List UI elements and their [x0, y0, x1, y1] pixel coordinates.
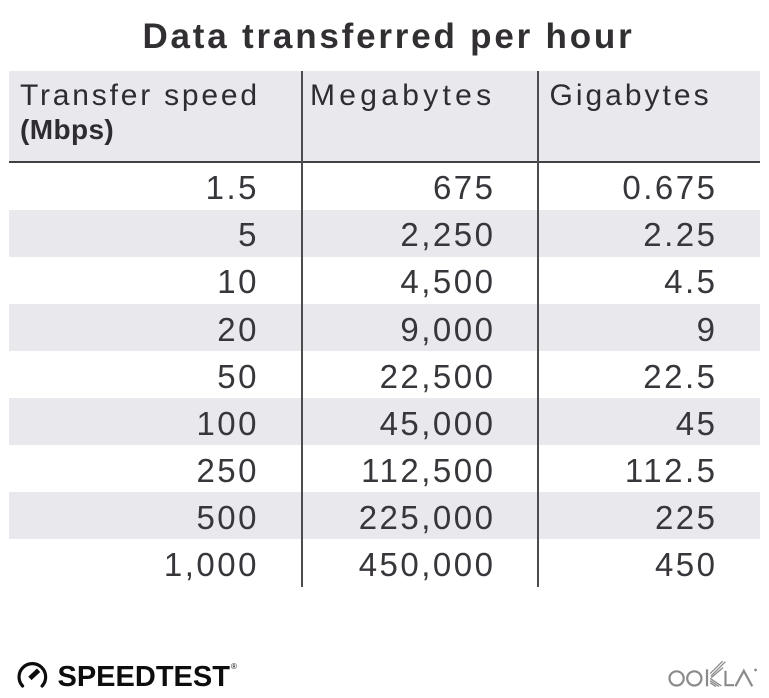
svg-text:®: ® — [231, 662, 237, 671]
svg-text:SPEEDTEST: SPEEDTEST — [58, 661, 231, 693]
